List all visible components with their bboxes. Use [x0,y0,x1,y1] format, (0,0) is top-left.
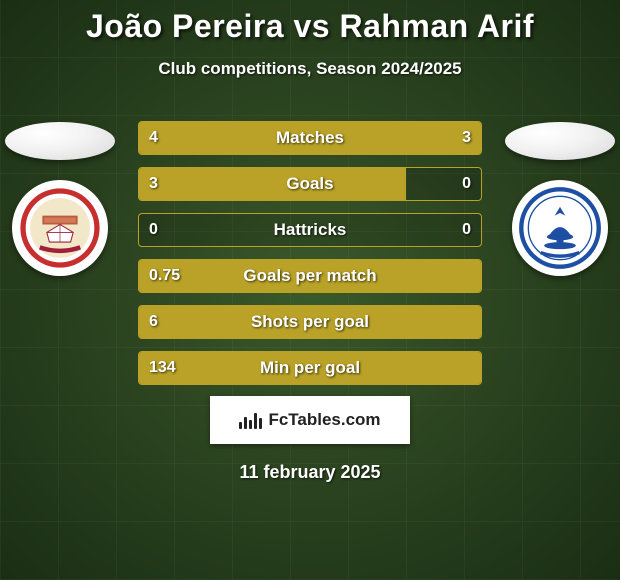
stat-value-right: 3 [431,129,481,147]
bar-chart-icon [239,411,262,429]
player-left-portrait-placeholder [5,122,115,160]
stat-value-right: 0 [431,221,481,239]
psis-badge-icon [516,184,604,272]
stat-row: 6Shots per goal [138,305,482,339]
stat-label: Matches [189,128,431,148]
stat-row: 3Goals0 [138,167,482,201]
stat-value-left: 3 [139,175,189,193]
stat-value-right: 0 [431,175,481,193]
footer: FcTables.com 11 february 2025 [0,396,620,483]
player-left-column [0,122,120,276]
stat-row: 0Hattricks0 [138,213,482,247]
stat-value-left: 4 [139,129,189,147]
page-title: João Pereira vs Rahman Arif [0,0,620,45]
stat-row: 134Min per goal [138,351,482,385]
player-right-club-badge [512,180,608,276]
stat-label: Hattricks [189,220,431,240]
stat-value-left: 134 [139,359,189,377]
stat-value-left: 0.75 [139,267,189,285]
date-label: 11 february 2025 [239,462,380,483]
branding-badge: FcTables.com [210,396,410,444]
player-left-club-badge [12,180,108,276]
player-right-column [500,122,620,276]
player-right-portrait-placeholder [505,122,615,160]
stats-container: 4Matches33Goals00Hattricks00.75Goals per… [138,121,482,397]
stat-label: Goals per match [189,266,431,286]
stat-row: 0.75Goals per match [138,259,482,293]
psm-badge-icon [16,184,104,272]
branding-label: FcTables.com [268,410,380,430]
stat-label: Shots per goal [189,312,431,332]
stat-row: 4Matches3 [138,121,482,155]
page-subtitle: Club competitions, Season 2024/2025 [0,59,620,79]
stat-label: Min per goal [189,358,431,378]
stat-label: Goals [189,174,431,194]
stat-value-left: 6 [139,313,189,331]
comparison-card: João Pereira vs Rahman Arif Club competi… [0,0,620,580]
stat-value-left: 0 [139,221,189,239]
